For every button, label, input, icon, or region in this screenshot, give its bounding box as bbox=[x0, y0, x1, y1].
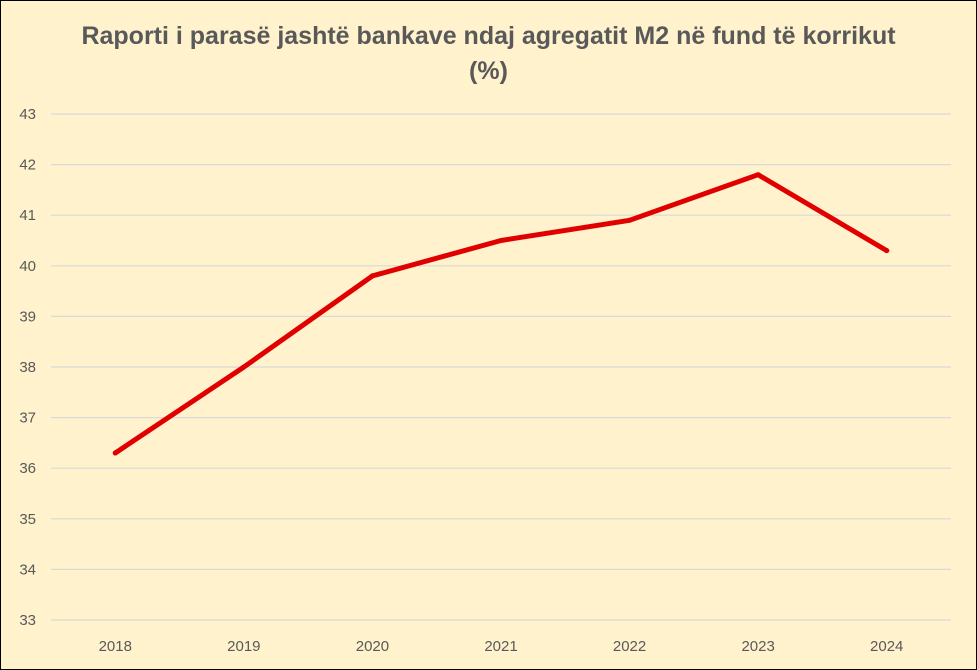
data-point-2021 bbox=[498, 238, 504, 243]
y-tick-label-38: 38 bbox=[19, 359, 36, 376]
x-tick-label-2024: 2024 bbox=[870, 638, 903, 655]
y-tick-label-42: 42 bbox=[19, 157, 36, 174]
data-point-2022 bbox=[627, 217, 633, 223]
data-point-2023 bbox=[755, 172, 761, 178]
y-tick-label-36: 36 bbox=[19, 460, 36, 477]
y-tick-label-37: 37 bbox=[19, 410, 36, 427]
data-point-2019 bbox=[241, 364, 247, 370]
y-tick-label-33: 33 bbox=[19, 612, 36, 629]
y-tick-label-35: 35 bbox=[19, 511, 36, 528]
series-layer bbox=[112, 172, 890, 456]
x-tick-label-2019: 2019 bbox=[227, 638, 260, 655]
y-tick-label-34: 34 bbox=[19, 561, 36, 578]
x-tick-label-2023: 2023 bbox=[741, 638, 774, 655]
data-point-2020 bbox=[369, 273, 375, 279]
gridlines bbox=[51, 113, 951, 621]
chart-title: Raporti i parasë jashtë bankave ndaj agr… bbox=[81, 22, 896, 85]
data-point-2018 bbox=[112, 450, 118, 456]
data-point-2024 bbox=[884, 248, 890, 254]
x-tick-label-2018: 2018 bbox=[99, 638, 132, 655]
y-axis-tick-labels: 33 34 35 36 37 38 39 40 41 42 43 bbox=[19, 106, 36, 629]
y-tick-label-39: 39 bbox=[19, 308, 36, 325]
y-tick-label-43: 43 bbox=[19, 106, 36, 123]
series-line bbox=[112, 172, 890, 456]
x-tick-label-2022: 2022 bbox=[613, 638, 646, 655]
y-tick-label-40: 40 bbox=[19, 258, 36, 275]
y-tick-label-41: 41 bbox=[19, 207, 36, 224]
x-axis-tick-labels: 2018 2019 2020 2021 2022 2023 2024 bbox=[99, 638, 904, 655]
x-tick-label-2020: 2020 bbox=[356, 638, 389, 655]
x-tick-label-2021: 2021 bbox=[484, 638, 517, 655]
